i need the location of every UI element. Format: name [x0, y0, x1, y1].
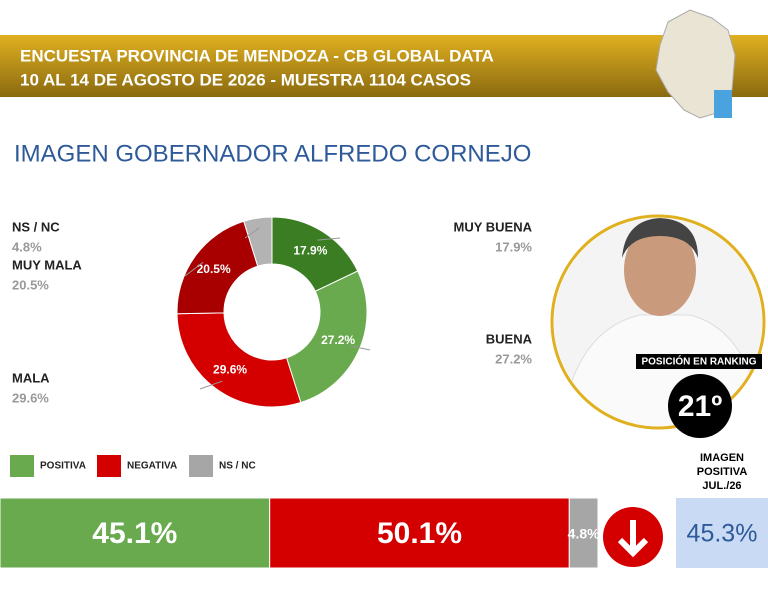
bar-segment	[568, 497, 599, 569]
donut-slice	[243, 216, 273, 267]
ranking-label: POSICIÓN EN RANKING	[641, 355, 756, 368]
comparison-box	[676, 498, 768, 568]
map-inset	[714, 90, 732, 118]
leader-line	[244, 227, 260, 239]
category-label: MUY BUENA	[454, 219, 533, 234]
bar-label: 4.8%	[568, 526, 600, 542]
leader-line	[349, 345, 371, 351]
bar-label: 50.1%	[377, 517, 462, 550]
ranking-badge	[668, 374, 732, 438]
donut-slice	[176, 312, 302, 408]
legend-label: NEGATIVA	[127, 461, 177, 472]
slice-label: 17.9%	[293, 243, 327, 257]
chart-title: IMAGEN GOBERNADOR ALFREDO CORNEJO	[14, 140, 531, 167]
slice-label: 29.6%	[213, 363, 247, 377]
category-label: MALA	[12, 370, 50, 385]
header-line: ENCUESTA PROVINCIA DE MENDOZA - CB GLOBA…	[20, 46, 494, 65]
legend-label: NS / NC	[219, 461, 256, 472]
legend-swatch	[10, 455, 34, 477]
header-line: 10 AL 14 DE AGOSTO DE 2026 - MUESTRA 110…	[20, 70, 471, 89]
slice-label: 27.2%	[321, 333, 355, 347]
leader-line	[317, 237, 341, 241]
legend-swatch	[189, 455, 213, 477]
slice-label: 20.5%	[197, 262, 231, 276]
category-label: BUENA	[486, 331, 533, 346]
leader-line	[184, 261, 204, 277]
legend-swatch	[97, 455, 121, 477]
category-label: MUY MALA	[12, 257, 82, 272]
category-value: 29.6%	[12, 390, 49, 405]
donut-slice	[285, 270, 368, 404]
comparison-value: 45.3%	[687, 520, 758, 548]
bar-segment	[269, 497, 570, 569]
comparison-title: IMAGEN	[700, 452, 744, 464]
header-band	[0, 35, 768, 97]
comparison-title: JUL./26	[702, 480, 741, 492]
ranking-label-bg	[636, 354, 762, 369]
bar-segment	[0, 497, 271, 569]
comparison-title: POSITIVA	[697, 466, 748, 478]
donut-slice	[176, 220, 259, 315]
legend-label: POSITIVA	[40, 461, 86, 472]
category-label: NS / NC	[12, 219, 60, 234]
category-value: 17.9%	[495, 239, 532, 254]
category-value: 20.5%	[12, 277, 49, 292]
ranking-position: 21º	[678, 390, 722, 423]
leader-line	[199, 380, 223, 390]
trend-arrow	[617, 520, 649, 558]
category-value: 4.8%	[12, 239, 42, 254]
category-value: 27.2%	[495, 351, 532, 366]
bar-label: 45.1%	[92, 517, 177, 550]
